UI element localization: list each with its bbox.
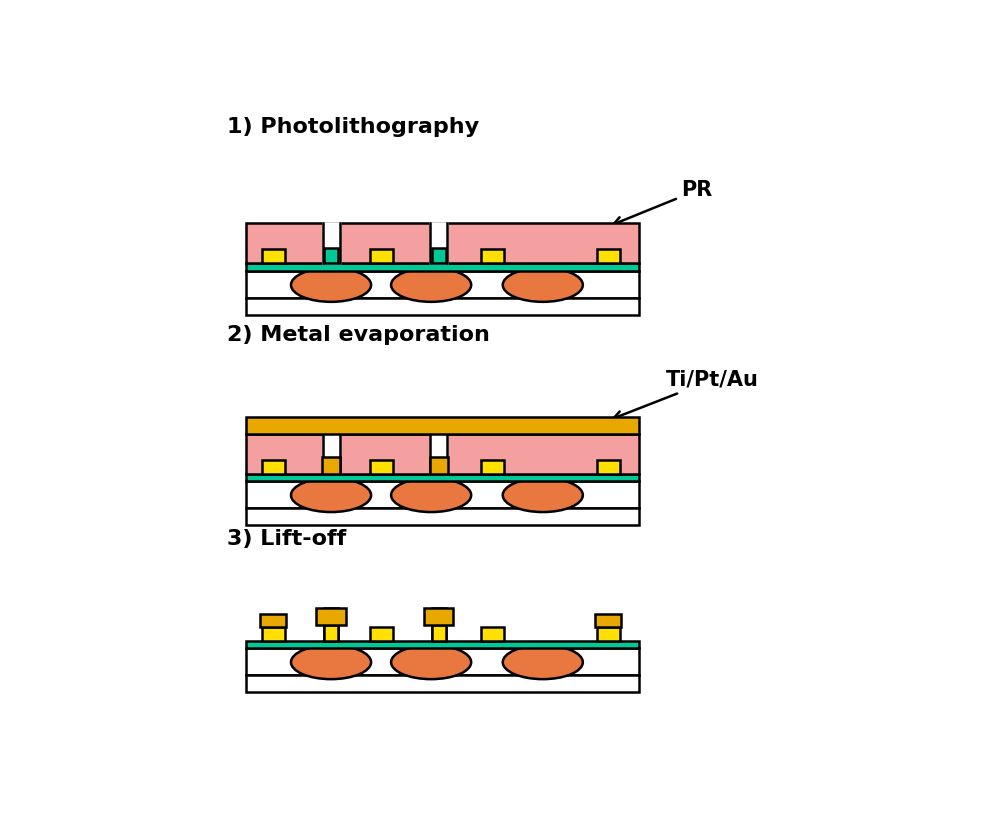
Bar [370,627,392,641]
Ellipse shape [291,268,372,302]
Bar [246,263,639,271]
Bar [246,482,639,509]
Bar [246,676,639,692]
Bar [481,249,504,263]
Text: 2) Metal evaporation: 2) Metal evaporation [227,325,490,345]
Bar [262,627,285,641]
Ellipse shape [503,478,583,512]
Bar [597,627,620,641]
Bar [324,625,338,641]
Bar [430,223,447,263]
Bar [246,223,639,263]
Bar [324,458,338,474]
Bar [481,627,504,641]
Bar [430,434,447,474]
Text: PR: PR [614,180,713,225]
Ellipse shape [291,478,372,512]
Bar [246,641,639,649]
Bar [432,248,446,263]
Bar [262,460,285,474]
Bar [424,608,453,625]
Bar [597,249,620,263]
Ellipse shape [391,645,471,679]
Text: Ti/Pt/Au: Ti/Pt/Au [614,370,759,419]
Bar [597,460,620,474]
Bar [246,474,639,482]
Bar [246,649,639,676]
Bar [246,271,639,298]
Bar [323,434,340,474]
Bar [432,458,446,474]
Bar [317,608,346,625]
Bar [324,248,338,263]
Bar [246,434,639,474]
Bar [246,416,639,434]
Text: 1) Photolithography: 1) Photolithography [227,117,479,137]
Bar [323,223,340,263]
Bar [246,298,639,315]
Bar [370,460,392,474]
Ellipse shape [291,645,372,679]
Bar [322,456,341,474]
Bar [429,456,448,474]
Bar [246,509,639,525]
Bar [432,625,446,641]
Bar [432,608,446,641]
Bar [260,615,287,627]
Ellipse shape [503,268,583,302]
Bar [324,608,338,641]
Ellipse shape [391,478,471,512]
Text: 3) Lift-off: 3) Lift-off [227,529,347,549]
Bar [596,615,622,627]
Bar [262,249,285,263]
Ellipse shape [503,645,583,679]
Ellipse shape [391,268,471,302]
Bar [370,249,392,263]
Bar [481,460,504,474]
